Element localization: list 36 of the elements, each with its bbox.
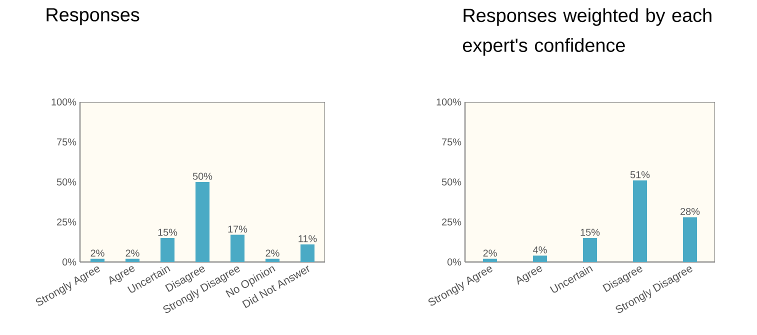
bar <box>230 234 244 262</box>
data-label: 2% <box>90 250 104 257</box>
data-label: 4% <box>533 246 547 254</box>
y-tick-label: 25% <box>442 218 462 226</box>
bar <box>633 180 648 262</box>
bar <box>266 258 280 262</box>
data-label: 2% <box>266 250 280 257</box>
chart-title: Responses <box>46 8 140 26</box>
bar <box>533 256 548 262</box>
y-tick-label: 0% <box>447 258 462 266</box>
bar <box>160 238 174 262</box>
y-tick-label: 0% <box>62 258 76 266</box>
bar <box>683 217 698 262</box>
data-label: 28% <box>680 208 700 216</box>
y-tick-label: 50% <box>442 178 462 186</box>
y-tick-label: 100% <box>436 98 462 106</box>
y-tick-label: 50% <box>56 178 76 186</box>
data-label: 15% <box>158 228 178 236</box>
bar <box>583 238 598 262</box>
y-tick-label: 100% <box>52 98 76 106</box>
y-tick-label: 75% <box>442 138 462 146</box>
data-label: 11% <box>298 235 317 242</box>
data-label: 15% <box>580 228 600 236</box>
data-label: 17% <box>228 226 248 233</box>
bar <box>196 182 210 262</box>
data-label: 2% <box>126 250 140 257</box>
bar <box>483 258 498 262</box>
y-tick-label: 75% <box>57 138 76 146</box>
data-label: 2% <box>483 250 497 257</box>
bar <box>90 258 104 262</box>
data-label: 51% <box>630 171 650 178</box>
bar <box>126 258 140 262</box>
bar <box>300 244 314 262</box>
chart-title: Responses weighted by each expert's confidence <box>463 8 712 56</box>
data-label: 50% <box>192 172 212 180</box>
y-tick-label: 25% <box>57 218 76 226</box>
